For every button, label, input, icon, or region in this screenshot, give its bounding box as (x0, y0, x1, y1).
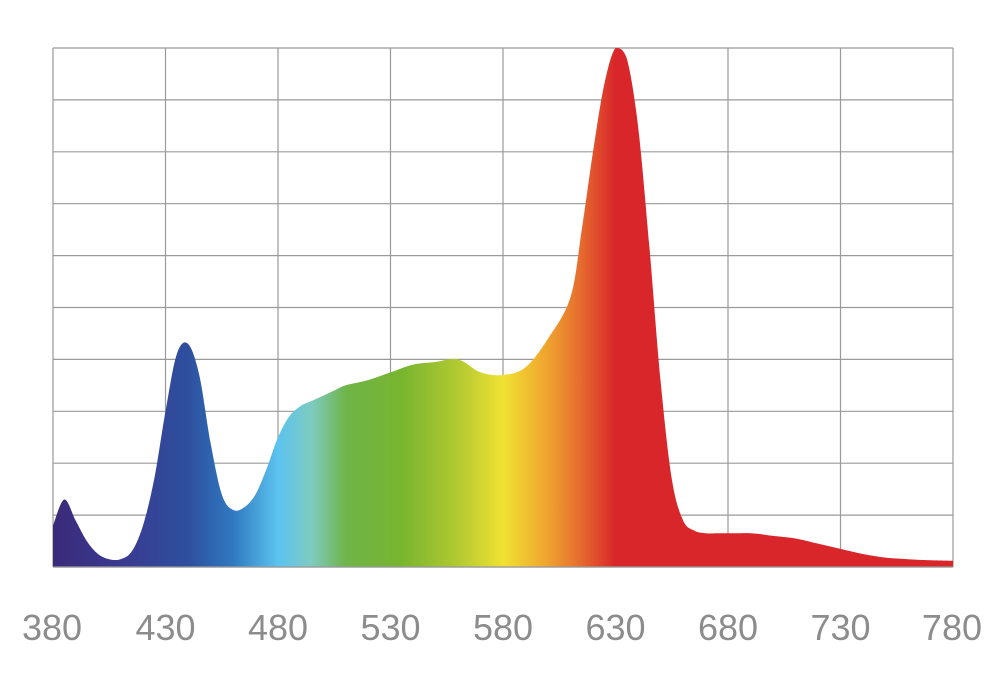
x-tick-label: 380 (22, 607, 82, 648)
x-axis: 380 430 480 530 580 630 680 730 780 (22, 566, 982, 648)
x-tick-label: 630 (585, 607, 645, 648)
spectrum-area (53, 48, 953, 567)
x-tick-label: 730 (810, 607, 870, 648)
x-tick-label: 780 (922, 607, 982, 648)
x-tick-label: 480 (248, 607, 308, 648)
x-tick-label: 430 (135, 607, 195, 648)
x-tick-label: 680 (698, 607, 758, 648)
x-tick-label: 530 (360, 607, 420, 648)
spectrum-series-area (53, 48, 953, 567)
x-tick-label: 580 (473, 607, 533, 648)
